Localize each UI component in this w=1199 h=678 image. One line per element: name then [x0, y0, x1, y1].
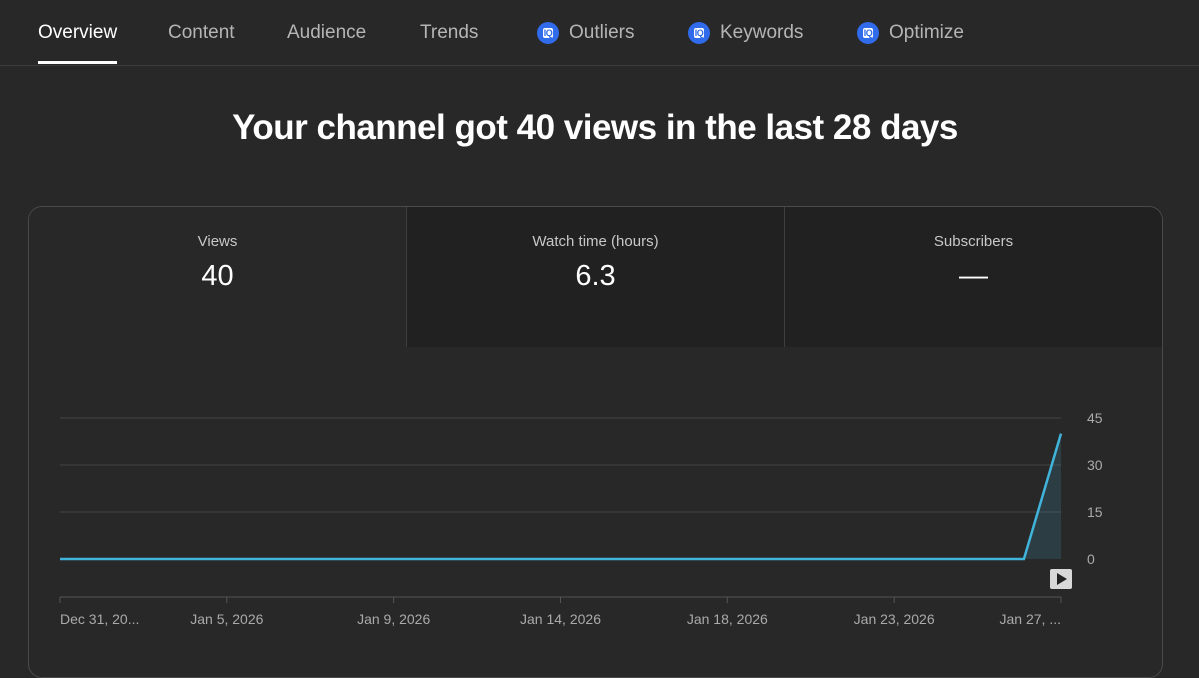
x-tick-label: Dec 31, 20...	[60, 611, 139, 627]
vidiq-icon-text: IQ	[693, 27, 705, 38]
vidiq-icon-text: IQ	[542, 27, 554, 38]
metric-label: Subscribers	[933, 233, 1014, 250]
x-tick-label: Jan 18, 2026	[687, 611, 768, 627]
tab-overview[interactable]: Overview	[38, 0, 118, 65]
series-line	[60, 433, 1063, 561]
x-tick-label: Jan 9, 2026	[357, 611, 430, 627]
play-icon[interactable]	[1050, 569, 1072, 589]
tab-label: Outliers	[569, 21, 635, 43]
tab-label: Keywords	[720, 21, 804, 43]
tab-audience[interactable]: Audience	[287, 0, 366, 65]
tab-trends[interactable]: Trends	[420, 0, 478, 65]
metric-views[interactable]: Views 40	[29, 207, 406, 347]
metric-watch-time[interactable]: Watch time (hours) 6.3	[407, 207, 784, 347]
tab-label: Audience	[287, 21, 367, 43]
metric-label: Watch time (hours)	[532, 233, 659, 250]
y-tick-label: 15	[1087, 504, 1103, 520]
metric-value: —	[959, 260, 988, 292]
vidiq-icon: IQ	[857, 21, 879, 44]
x-tick-label: Jan 14, 2026	[520, 611, 601, 627]
tab-content[interactable]: Content	[168, 0, 235, 65]
tab-keywords[interactable]: IQ Keywords	[688, 0, 803, 65]
vidiq-icon: IQ	[537, 21, 559, 44]
metric-divider	[406, 207, 407, 347]
views-chart: 0 15 30 45 Dec 31, 20... Jan 5, 2026 Jan 9, 2…	[59, 410, 1103, 627]
vidiq-icon: IQ	[688, 21, 710, 44]
series-area	[60, 433, 1061, 559]
y-tick-label: 30	[1087, 457, 1103, 473]
analytics-tabs: Overview Content Audience Trends IQ Outl…	[0, 0, 1199, 66]
metric-value: 6.3	[575, 260, 616, 292]
tab-outliers[interactable]: IQ Outliers	[537, 0, 634, 65]
tab-label: Optimize	[889, 21, 964, 43]
metric-value: 40	[201, 260, 234, 292]
metric-divider	[784, 207, 785, 347]
y-tick-label: 45	[1087, 410, 1103, 426]
x-tick-label: Jan 5, 2026	[190, 611, 263, 627]
metrics-card: Views 40 Watch time (hours) 6.3 Subscrib…	[28, 206, 1163, 678]
active-tab-indicator	[38, 61, 118, 64]
tab-label: Content	[168, 21, 235, 43]
x-tick-label: Jan 23, 2026	[854, 611, 935, 627]
tab-label: Overview	[38, 21, 118, 43]
page-headline: Your channel got 40 views in the last 28…	[232, 108, 958, 147]
metric-subscribers[interactable]: Subscribers —	[785, 207, 1162, 347]
tab-label: Trends	[420, 21, 479, 43]
x-tick-label: Jan 27, ...	[1000, 611, 1061, 627]
y-tick-label: 0	[1087, 551, 1095, 567]
vidiq-icon-text: IQ	[862, 27, 874, 38]
tab-optimize[interactable]: IQ Optimize	[857, 0, 964, 65]
metric-label: Views	[197, 233, 238, 250]
